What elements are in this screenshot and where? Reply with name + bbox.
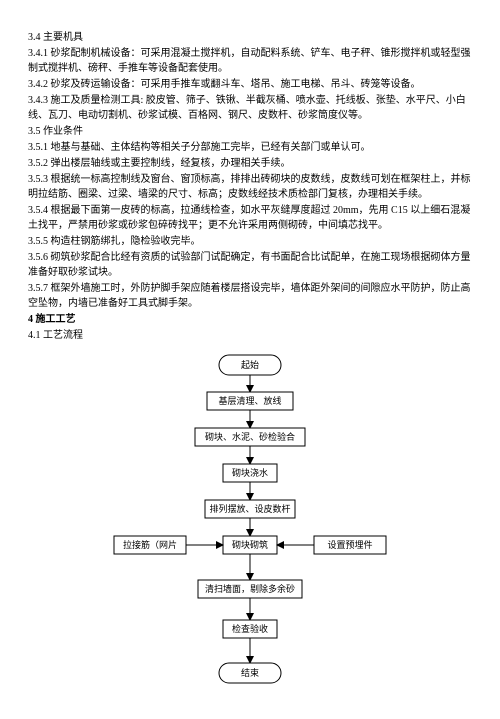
node-n7-label: 检查验收 (232, 623, 268, 634)
heading-4: 4 施工工艺 (28, 312, 472, 327)
node-n1-label: 基层清理、放线 (218, 395, 281, 406)
flowchart: 起始基层清理、放线砌块、水泥、砂检验合砌块浇水排列摆放、设皮数杆砌块砌筑 拉接筋（… (90, 349, 410, 719)
para-3-5-1: 3.5.1 地基与基础、主体结构等相关子分部施工完毕，已经有关部门或单认可。 (28, 140, 472, 155)
node-n4-label: 排列摆放、设皮数杆 (209, 503, 290, 514)
node-end-label: 结束 (241, 667, 259, 678)
node-right-label: 设置预埋件 (327, 539, 372, 550)
heading-4-1: 4.1 工艺流程 (28, 328, 472, 343)
node-left-label: 拉接筋（网片 (123, 539, 177, 550)
flowchart-container: 起始基层清理、放线砌块、水泥、砂检验合砌块浇水排列摆放、设皮数杆砌块砌筑 拉接筋（… (28, 349, 472, 719)
para-3-5-6: 3.5.6 砌筑砂浆配合比经有资质的试验部门试配确定，有书面配合比试配单，在施工… (28, 250, 472, 280)
para-3-4-1: 3.4.1 砂浆配制机械设备：可采用混凝土搅拌机，自动配料系统、铲车、电子秤、锥… (28, 46, 472, 76)
para-3-5-3: 3.5.3 根据统一标高控制线及窗台、窗顶标高，排排出砖砌块的皮数线，皮数线可划… (28, 172, 472, 202)
heading-3-4: 3.4 主要机具 (28, 30, 472, 45)
node-n3-label: 砌块浇水 (232, 467, 268, 478)
para-3-4-3: 3.4.3 施工及质量检测工具: 胶皮管、筛子、铁锹、半截灰桶、喷水壶、托线板、… (28, 93, 472, 123)
document-page: 3.4 主要机具 3.4.1 砂浆配制机械设备：可采用混凝土搅拌机，自动配料系统… (0, 0, 500, 707)
node-n5-label: 砌块砌筑 (232, 539, 268, 550)
node-n2-label: 砌块、水泥、砂检验合 (205, 431, 295, 442)
para-3-4-2: 3.4.2 砂浆及砖运输设备：可采用手推车或翻斗车、塔吊、施工电梯、吊斗、砖笼等… (28, 77, 472, 92)
node-start-label: 起始 (241, 359, 259, 370)
para-3-5-7: 3.5.7 框架外墙施工时，外防护脚手架应随着楼层搭设完毕，墙体距外架间的间隙应… (28, 281, 472, 311)
para-3-5-5: 3.5.5 构造柱钢筋绑扎，隐检验收完毕。 (28, 234, 472, 249)
node-n6-label: 清扫墙面，剔除多余砂 (205, 583, 295, 594)
para-3-5-2: 3.5.2 弹出楼层轴线或主要控制线，经复核，办理相关手续。 (28, 156, 472, 171)
para-3-5-4: 3.5.4 根据最下面第一皮砖的标高，拉通线检查，如水平灰缝厚度超过 20mm，… (28, 203, 472, 233)
heading-3-5: 3.5 作业条件 (28, 124, 472, 139)
